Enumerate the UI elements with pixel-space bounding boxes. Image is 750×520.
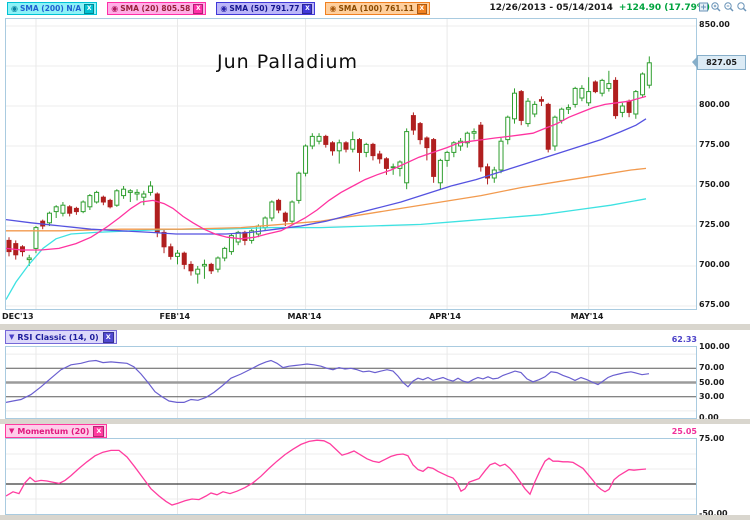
sma-20-label: SMA (20) 805.58 <box>120 4 191 13</box>
last-price-value: 827.05 <box>706 58 737 67</box>
rsi-plot[interactable] <box>5 346 697 419</box>
rsi-axis-label: 100.00 <box>699 342 730 351</box>
last-price-tag: 827.05 <box>692 55 746 70</box>
sma-20-badge[interactable]: ◉ SMA (20) 805.58 X <box>107 2 207 15</box>
sma-line <box>5 95 647 251</box>
candlestick-chart <box>5 19 696 309</box>
chevron-down-icon[interactable]: ▼ <box>9 427 15 435</box>
momentum-indicator-badge[interactable]: ▼ Momentum (20) X <box>5 424 108 438</box>
rsi-chart <box>5 347 696 418</box>
zoom-reset-icon[interactable] <box>736 1 748 13</box>
rsi-indicator-badge[interactable]: ▼ RSI Classic (14, 0) X <box>5 330 117 344</box>
header-summary: 12/26/2013 - 05/14/2014 +124.90 (17.79%) <box>490 3 710 13</box>
momentum-line <box>5 439 647 506</box>
radio-icon[interactable]: ◉ <box>220 3 228 13</box>
rsi-axis-label: 30.00 <box>699 391 725 401</box>
date-range: 12/26/2013 - 05/14/2014 <box>489 3 613 13</box>
expand-icon[interactable] <box>698 1 709 13</box>
rsi-axis-label: 50.00 <box>699 377 725 387</box>
y-axis-label: 850.00 <box>699 20 730 29</box>
momentum-current-value: 25.05 <box>671 427 697 436</box>
momentum-chart <box>5 439 696 514</box>
close-icon[interactable]: X <box>93 425 105 437</box>
sma-50-badge[interactable]: ◉ SMA (50) 791.77 X <box>216 2 316 15</box>
rsi-line <box>5 359 650 403</box>
x-axis-label: MAY'14 <box>570 312 604 321</box>
close-icon[interactable]: X <box>302 3 313 14</box>
sma-100-badge[interactable]: ◉ SMA (100) 761.11 X <box>325 2 430 15</box>
y-axis-label: 675.00 <box>699 300 730 309</box>
chart-title: Jun Palladium <box>217 51 359 73</box>
momentum-plot[interactable] <box>5 438 697 515</box>
radio-icon[interactable]: ◉ <box>329 3 337 13</box>
sma-line <box>5 118 647 235</box>
rsi-axis-label: 0.00 <box>699 413 719 422</box>
x-axis-label: MAR'14 <box>287 312 322 321</box>
y-axis-label: 700.00 <box>699 260 730 269</box>
panel-separator <box>0 324 750 330</box>
x-axis-label: APR'14 <box>429 312 461 321</box>
rsi-current-value: 62.33 <box>671 335 697 344</box>
chevron-down-icon[interactable]: ▼ <box>9 333 15 341</box>
y-axis-label: 725.00 <box>699 220 730 229</box>
y-axis-label: 800.00 <box>699 100 730 109</box>
sma-200-label: SMA (200) N/A <box>19 4 82 13</box>
y-axis-label: 775.00 <box>699 140 730 149</box>
sma-line <box>5 198 647 300</box>
header: ◉ SMA (200) N/A X ◉ SMA (20) 805.58 X ◉ … <box>0 0 750 16</box>
y-axis-label: 750.00 <box>699 180 730 189</box>
close-icon[interactable]: X <box>102 331 114 343</box>
chart-toolbar <box>698 1 748 13</box>
main-chart-plot[interactable] <box>5 18 697 310</box>
sma-legend: ◉ SMA (200) N/A X ◉ SMA (20) 805.58 X ◉ … <box>7 2 430 15</box>
momentum-axis-label: -50.00 <box>699 509 728 518</box>
change-value: +124.90 (17.79%) <box>618 3 710 13</box>
momentum-axis-label: 75.00 <box>699 434 725 443</box>
radio-icon[interactable]: ◉ <box>11 3 18 13</box>
panel-separator <box>0 419 750 424</box>
x-axis-label: FEB'14 <box>159 312 191 321</box>
sma-200-badge[interactable]: ◉ SMA (200) N/A X <box>7 2 98 15</box>
rsi-axis-label: 70.00 <box>699 363 725 373</box>
rsi-indicator-label: RSI Classic (14, 0) <box>17 332 99 342</box>
close-icon[interactable]: X <box>416 3 427 14</box>
close-icon[interactable]: X <box>84 3 95 14</box>
sma-50-label: SMA (50) 791.77 <box>229 4 300 13</box>
momentum-indicator-label: Momentum (20) <box>17 426 90 436</box>
x-axis-label: DEC'13 <box>2 312 34 321</box>
sma-100-label: SMA (100) 761.11 <box>338 4 414 13</box>
panel-separator <box>0 515 750 520</box>
candles-group <box>6 56 652 284</box>
close-icon[interactable]: X <box>193 3 204 14</box>
sma-line <box>6 167 647 232</box>
radio-icon[interactable]: ◉ <box>111 3 119 13</box>
zoom-out-icon[interactable] <box>723 1 735 13</box>
zoom-in-icon[interactable] <box>710 1 722 13</box>
